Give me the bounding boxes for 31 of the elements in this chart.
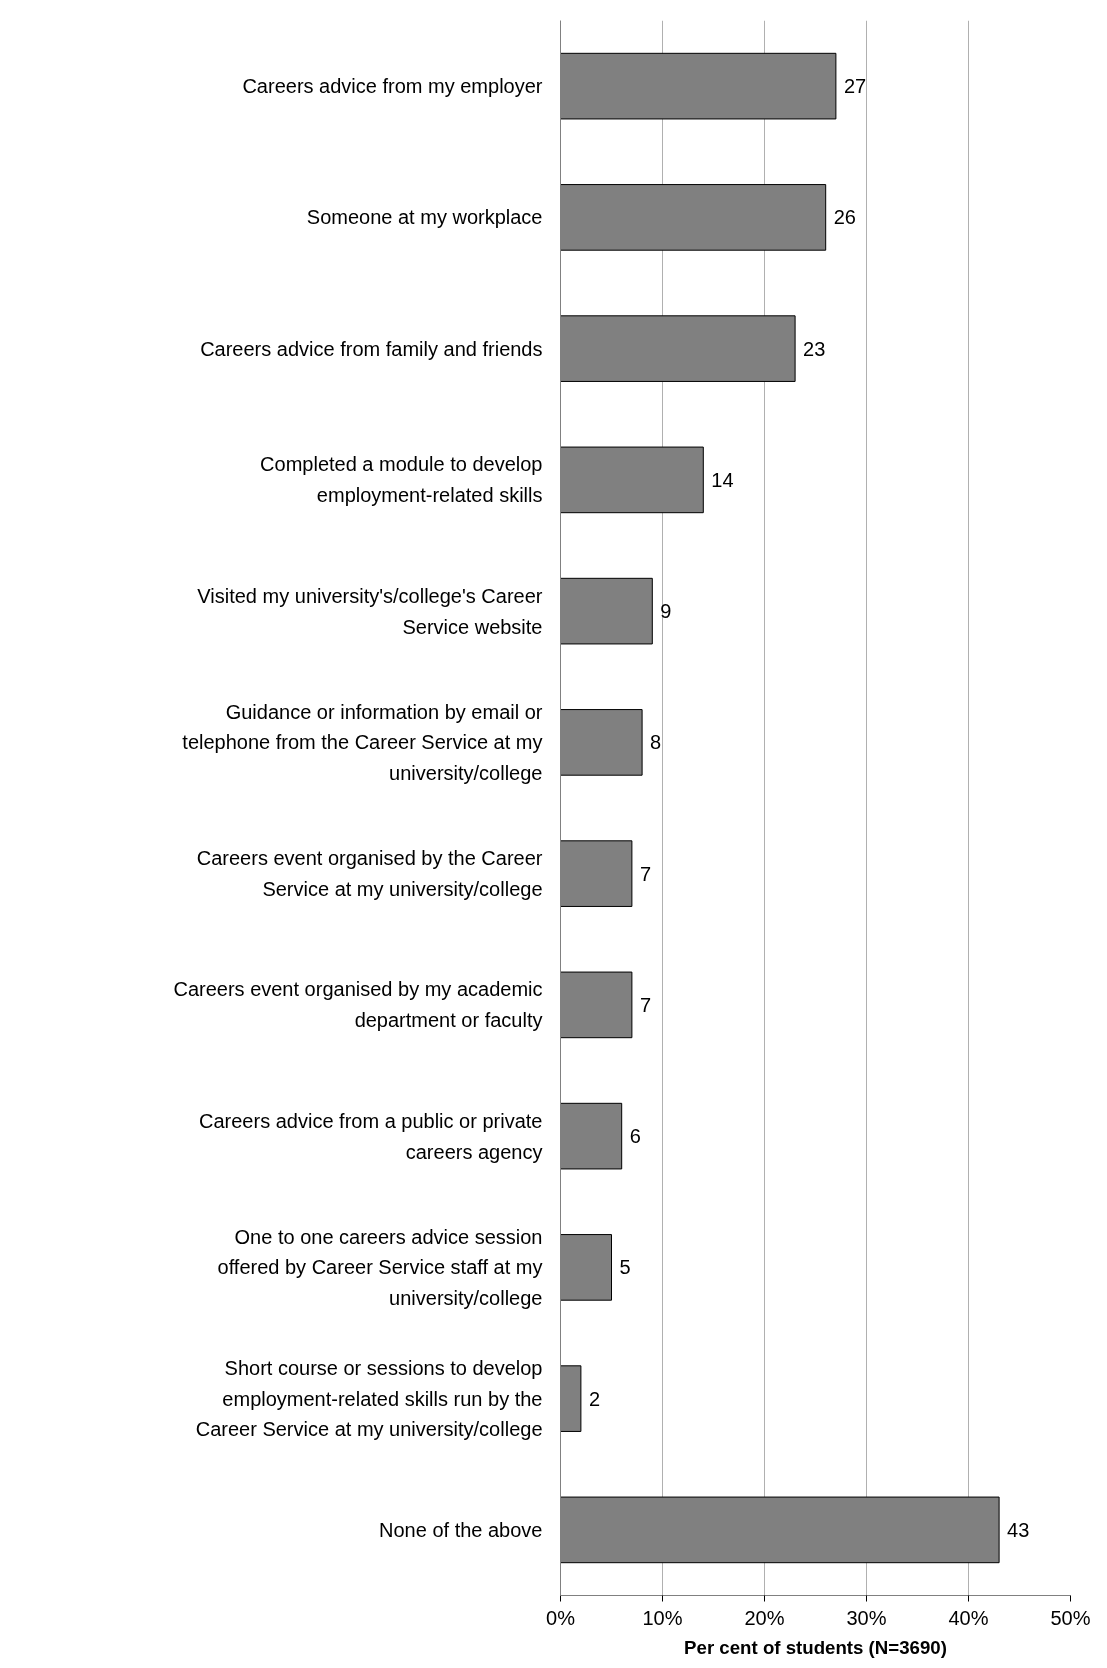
- y-tick-label: Guidance or information by email or telephone from the Career Service at my university/college: [182, 700, 543, 785]
- x-axis-title: Per cent of students (N=3690): [684, 1636, 947, 1658]
- data-label: 6: [629, 1125, 641, 1148]
- x-tick-label: 50%: [1050, 1606, 1091, 1629]
- data-label: 27: [843, 75, 867, 98]
- data-label: 9: [660, 600, 672, 623]
- y-tick-label: Careers event organised by my academic department or faculty: [173, 978, 543, 1032]
- y-tick-label: None of the above: [379, 1518, 543, 1541]
- data-label: 43: [1007, 1518, 1030, 1541]
- y-tick-label: Careers event organised by the Career Service at my university/college: [196, 847, 543, 901]
- y-tick-label: Careers advice from a public or private careers agency: [199, 1109, 543, 1163]
- y-tick-label: Short course or sessions to develop employment-related skills run by the Career Service at my university/college: [195, 1356, 543, 1441]
- y-tick-label: Someone at my workplace: [306, 206, 543, 229]
- y-tick-label: Visited my university's/college's Career Service website: [197, 584, 543, 638]
- y-tick-label: Careers advice from family and friends: [200, 337, 543, 360]
- y-tick-label: One to one careers advice session offered by Career Service staff at my university/college: [217, 1225, 543, 1310]
- data-label: 14: [711, 468, 734, 491]
- data-label: 5: [619, 1256, 631, 1279]
- y-tick-label: Careers advice from my employer: [242, 75, 543, 98]
- y-tick-label: Completed a module to develop employment-related skills: [260, 453, 543, 507]
- x-tick-label: 30%: [846, 1606, 887, 1629]
- data-label: 7: [639, 862, 652, 885]
- x-tick-label: 20%: [744, 1606, 785, 1629]
- x-tick-label: 40%: [948, 1606, 989, 1629]
- data-label: 26: [833, 206, 856, 229]
- data-label: 2: [588, 1387, 601, 1410]
- data-label: 23: [803, 337, 826, 360]
- x-tick-label: 10%: [642, 1606, 683, 1629]
- data-label: 8: [650, 731, 662, 754]
- x-tick-label: 0%: [546, 1606, 576, 1629]
- data-label: 7: [639, 993, 652, 1016]
